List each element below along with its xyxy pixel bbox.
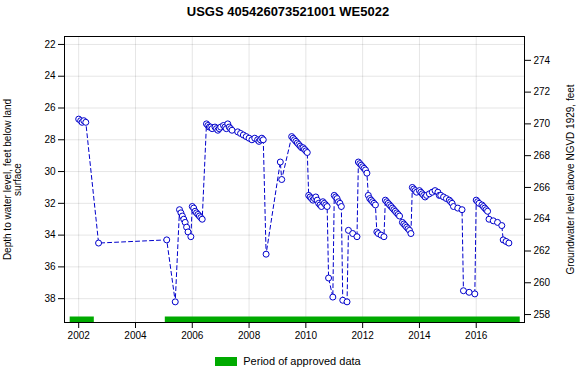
svg-text:2004: 2004 <box>124 330 147 341</box>
svg-text:2012: 2012 <box>352 330 375 341</box>
html-text:USGS 405426073521001 WE5022: USGS 405426073521001 WE5022 <box>186 4 390 19</box>
svg-text:2014: 2014 <box>408 330 431 341</box>
svg-text:38: 38 <box>44 293 56 304</box>
svg-text:34: 34 <box>44 229 56 240</box>
svg-text:270: 270 <box>534 118 551 129</box>
svg-text:28: 28 <box>44 134 56 145</box>
svg-text:274: 274 <box>534 55 551 66</box>
svg-text:264: 264 <box>534 213 551 224</box>
svg-text:268: 268 <box>534 150 551 161</box>
svg-text:36: 36 <box>44 261 56 272</box>
svg-text:258: 258 <box>534 309 551 320</box>
svg-text:2010: 2010 <box>295 330 318 341</box>
svg-text:24: 24 <box>44 70 56 81</box>
html-text:Period of approved data: Period of approved data <box>243 355 361 367</box>
svg-text:2016: 2016 <box>465 330 488 341</box>
svg-text:262: 262 <box>534 245 551 256</box>
svg-text:Groundwater level above NGVD 1: Groundwater level above NGVD 1929, feet <box>565 84 576 274</box>
svg-text:2006: 2006 <box>181 330 204 341</box>
svg-text:Depth to water level, feet bel: Depth to water level, feet below landsur… <box>2 99 23 260</box>
svg-text:260: 260 <box>534 277 551 288</box>
svg-text:30: 30 <box>44 166 56 177</box>
svg-text:2002: 2002 <box>68 330 91 341</box>
svg-text:266: 266 <box>534 182 551 193</box>
svg-text:32: 32 <box>44 198 56 209</box>
svg-text:2008: 2008 <box>238 330 261 341</box>
svg-text:26: 26 <box>44 102 56 113</box>
svg-text:272: 272 <box>534 86 551 97</box>
svg-text:22: 22 <box>44 39 56 50</box>
